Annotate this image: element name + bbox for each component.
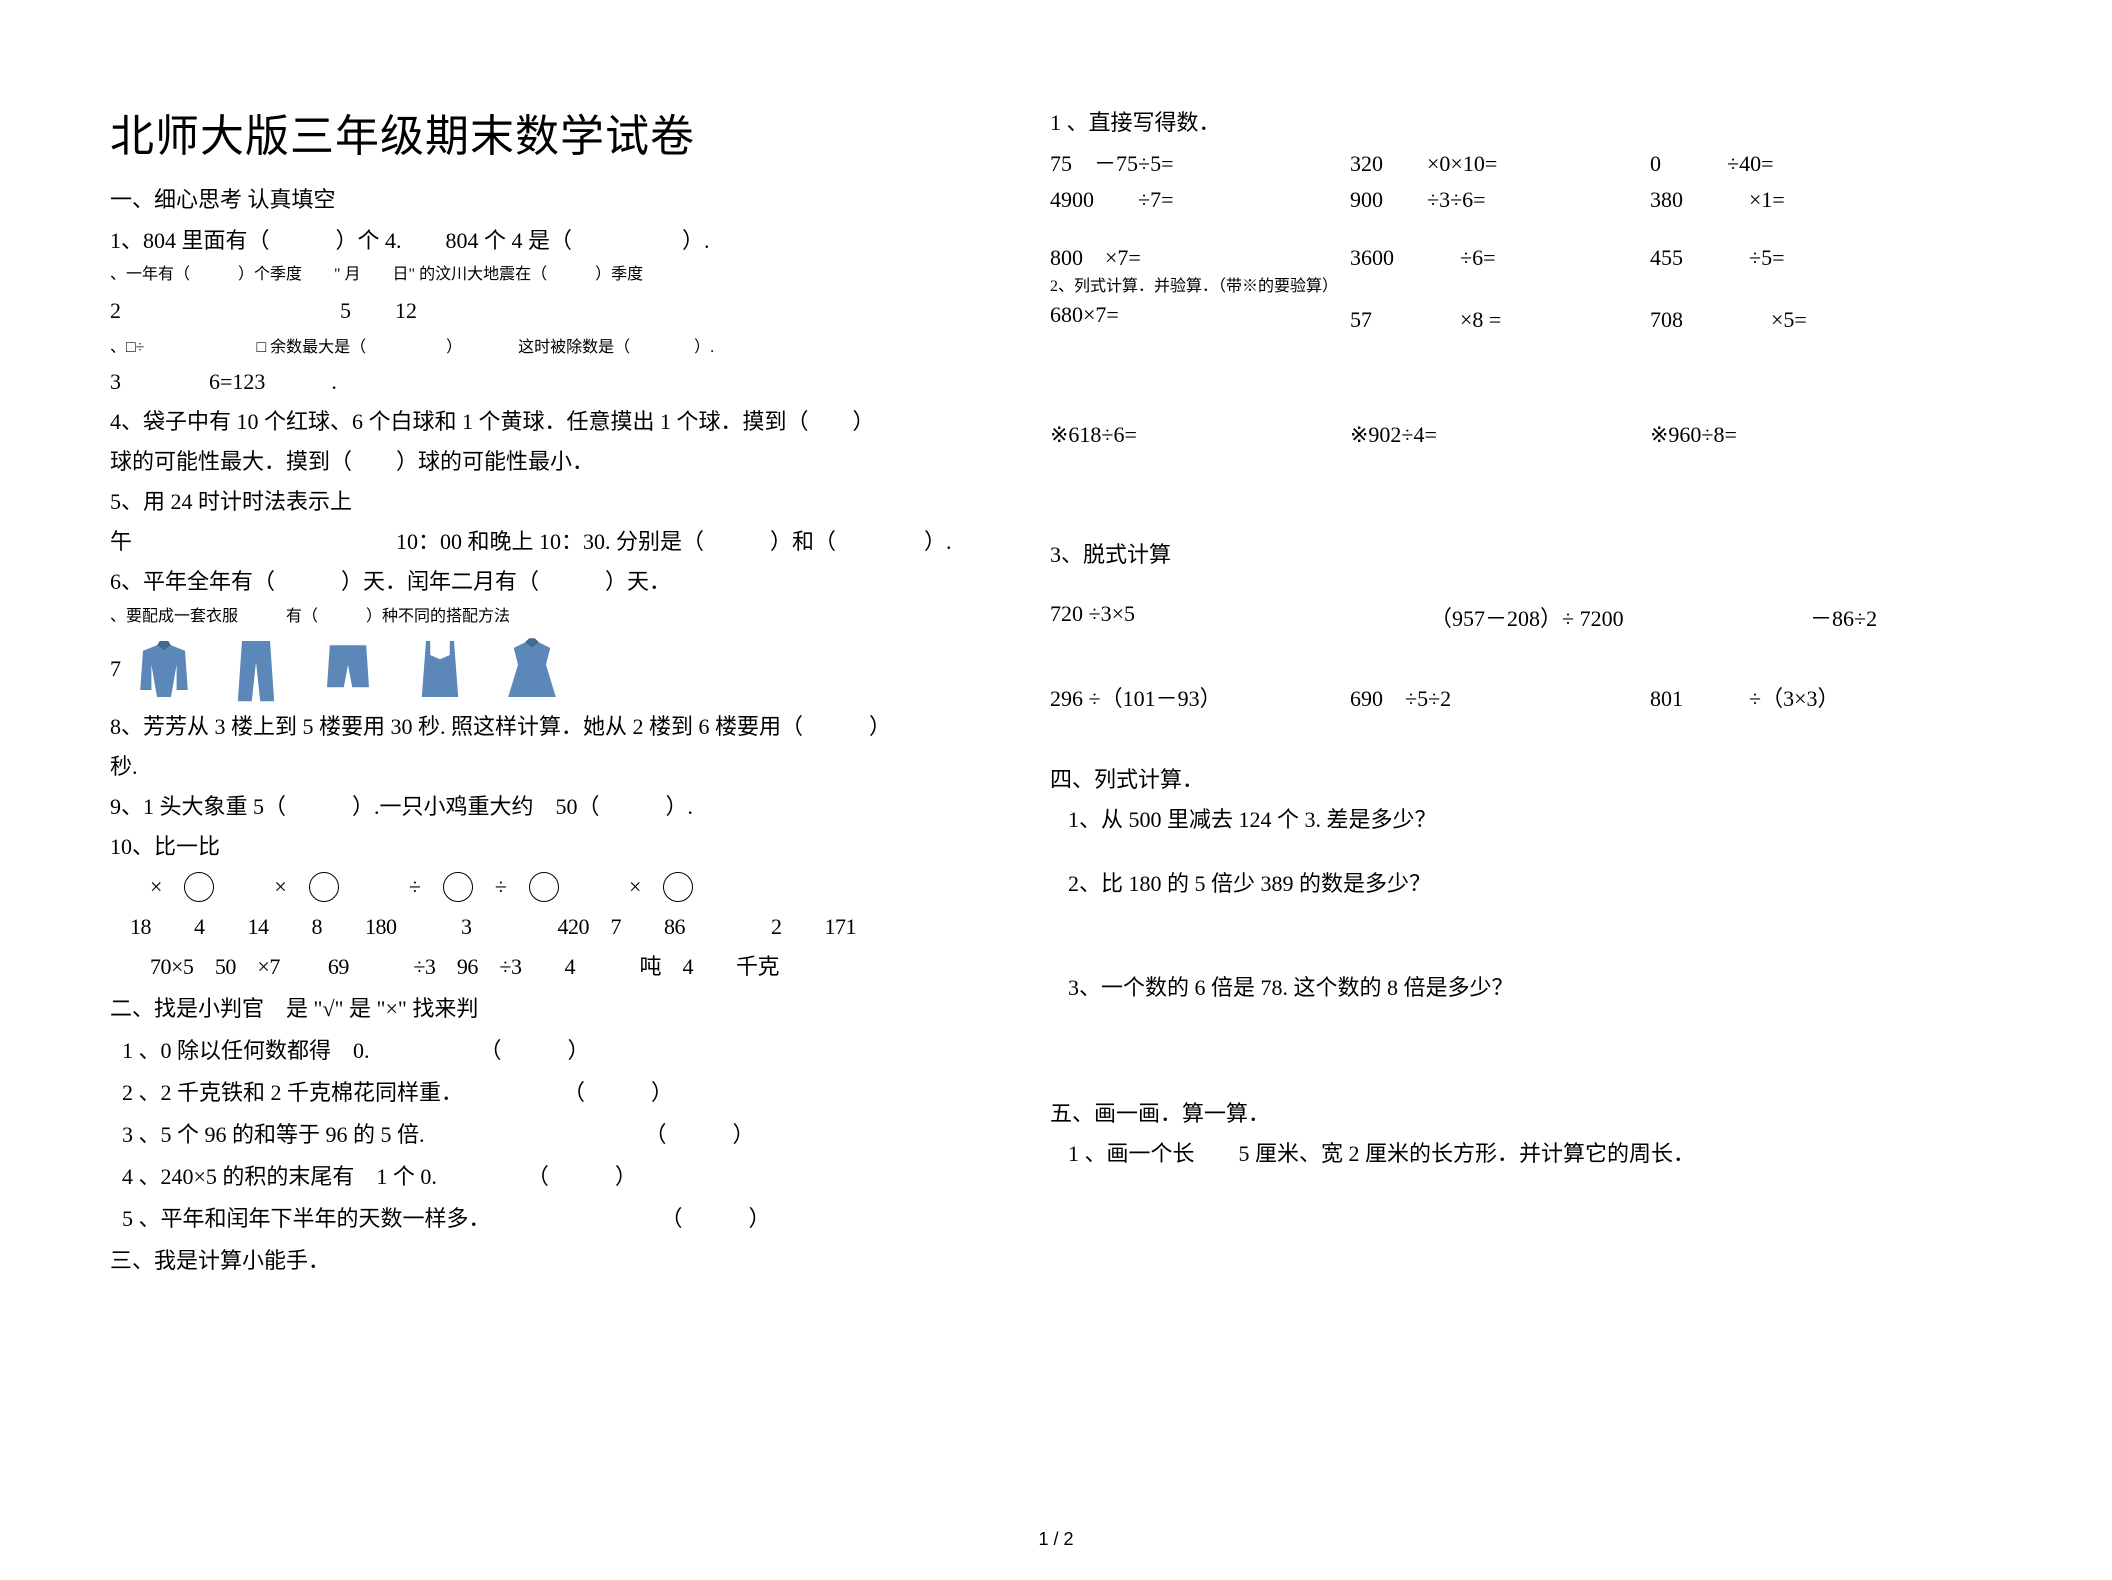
- calc-cell: 57 ×8 =: [1350, 302, 1650, 334]
- jacket-icon: [129, 634, 199, 704]
- q1: 1、804 里面有（ ）个 4. 804 个 4 是（ ）.: [110, 224, 1010, 258]
- compare-circle: [529, 872, 559, 902]
- judge-4: 4 、240×5 的积的末尾有 1 个 0.: [122, 1159, 437, 1191]
- section-2-head: 二、找是小判官 是 "√" 是 "×" 找来判: [110, 991, 1010, 1023]
- judge-2: 2 、2 千克铁和 2 千克棉花同样重．: [122, 1075, 463, 1107]
- verify-calc-grid: ※618÷6= ※902÷4= ※960÷8=: [1050, 422, 1950, 448]
- judge-paren: （ ）: [480, 1033, 590, 1065]
- calc-cell: ※902÷4=: [1350, 422, 1650, 448]
- compare-circle: [443, 872, 473, 902]
- step-calc-grid-2: 296 ÷（101－93） 690 ÷5÷2 801 ÷（3×3）: [1050, 681, 1950, 713]
- op-d2: ÷: [495, 870, 507, 904]
- vertical-calc-grid: 680×7= 57 ×8 = 708 ×5=: [1050, 302, 1950, 334]
- calc-cell: 4900 ÷7=: [1050, 182, 1350, 214]
- s4-q1: 1、从 500 里减去 124 个 3. 差是多少？: [1068, 803, 1950, 837]
- shorts-icon: [313, 634, 383, 704]
- q3: 3 6=123 .: [110, 365, 1010, 399]
- compare-circle: [184, 872, 214, 902]
- tank-top-icon: [405, 634, 475, 704]
- r-head-1: 1 、直接写得数．: [1050, 106, 1950, 140]
- calc-cell: 680×7=: [1050, 302, 1350, 334]
- op-x2: ×: [274, 870, 286, 904]
- q2-sub: 、□÷ □ 余数最大是（ ） 这时被除数是（ ）.: [110, 337, 1010, 359]
- section-3-head: 三、我是计算小能手．: [110, 1243, 1010, 1275]
- q7-num: 7: [110, 652, 121, 686]
- q4b: 球的可能性最大．摸到（ ）球的可能性最小．: [110, 445, 1010, 479]
- s5-q1: 1 、画一个长 5 厘米、宽 2 厘米的长方形．并计算它的周长．: [1068, 1137, 1950, 1171]
- pants-icon: [221, 634, 291, 704]
- calc-cell: 900 ÷3÷6=: [1350, 182, 1650, 214]
- calc-cell: 801 ÷（3×3）: [1650, 681, 1950, 713]
- direct-calc-grid: 75 －75÷5= 320 ×0×10= 0 ÷40= 4900 ÷7= 900…: [1050, 146, 1950, 272]
- q10-row3: 70×5 50 ×7 69 ÷3 96 ÷3 4 吨 4 千克: [150, 950, 1010, 984]
- op-x3: ×: [629, 870, 641, 904]
- s4-q2: 2、比 180 的 5 倍少 389 的数是多少？: [1068, 867, 1950, 901]
- calc-cell: 3600 ÷6=: [1350, 240, 1650, 272]
- calc-cell: 690 ÷5÷2: [1350, 681, 1650, 713]
- q5b: 午 10：00 和晚上 10：30. 分别是（ ）和（ ）.: [110, 525, 1010, 559]
- section-1-head: 一、细心思考 认真填空: [110, 182, 1010, 214]
- calc-cell: ※960÷8=: [1650, 422, 1950, 448]
- calc-cell: 720 ÷3×5: [1050, 601, 1430, 633]
- compare-circle: [309, 872, 339, 902]
- calc-cell: （957－208）÷ 7200: [1430, 601, 1810, 633]
- q5: 5、用 24 时计时法表示上: [110, 485, 1010, 519]
- calc-cell: 708 ×5=: [1650, 302, 1950, 334]
- op-x1: ×: [150, 870, 162, 904]
- calc-cell: 455 ÷5=: [1650, 240, 1950, 272]
- dress-icon: [497, 634, 567, 704]
- r-head-2: 2、列式计算．并验算．（带※的要验算）: [1050, 276, 1950, 298]
- q4: 4、袋子中有 10 个红球、6 个白球和 1 个黄球．任意摸出 1 个球．摸到（…: [110, 405, 1010, 439]
- q10: 10、比一比: [110, 830, 1010, 864]
- r-head-3: 3、脱式计算: [1050, 538, 1950, 572]
- judge-paren: （ ）: [661, 1201, 771, 1233]
- calc-cell: 75 －75÷5=: [1050, 146, 1350, 178]
- calc-cell: ※618÷6=: [1050, 422, 1350, 448]
- q2-num: 2: [110, 294, 140, 328]
- calc-cell: 296 ÷（101－93）: [1050, 681, 1350, 713]
- calc-cell: 0 ÷40=: [1650, 146, 1950, 178]
- judge-paren: （ ）: [527, 1159, 637, 1191]
- page-number: 1 / 2: [0, 1529, 2112, 1550]
- judge-5: 5 、平年和闰年下半年的天数一样多．: [122, 1201, 491, 1233]
- step-calc-grid-1: 720 ÷3×5 （957－208）÷ 7200 －86÷2: [1050, 601, 1950, 633]
- q6b: 、要配成一套衣服 有（ ）种不同的搭配方法: [110, 606, 1010, 628]
- judge-paren: （ ）: [645, 1117, 755, 1149]
- calc-cell: －86÷2: [1810, 601, 1950, 633]
- section-5-head: 五、画一画．算一算．: [1050, 1097, 1950, 1131]
- judge-3: 3 、5 个 96 的和等于 96 的 5 倍.: [122, 1117, 425, 1149]
- judge-1: 1 、0 除以任何数都得 0.: [122, 1033, 370, 1065]
- q1-sub: 、一年有（ ）个季度 " 月 日" 的汶川大地震在（ ）季度: [110, 264, 1010, 286]
- s4-q3: 3、一个数的 6 倍是 78. 这个数的 8 倍是多少？: [1068, 971, 1950, 1005]
- compare-circle: [663, 872, 693, 902]
- op-d1: ÷: [409, 870, 421, 904]
- q8b: 秒.: [110, 750, 1010, 784]
- q10-row2: 18 4 14 8 180 3 420 7 86 2 171: [130, 910, 1010, 944]
- calc-cell: 320 ×0×10=: [1350, 146, 1650, 178]
- q8: 8、芳芳从 3 楼上到 5 楼要用 30 秒. 照这样计算．她从 2 楼到 6 …: [110, 710, 1010, 744]
- q6: 6、平年全年有（ ）天．闰年二月有（ ）天．: [110, 565, 1010, 599]
- q2-mid: 5 12: [340, 294, 417, 328]
- section-4-head: 四、列式计算．: [1050, 763, 1950, 797]
- calc-cell: 380 ×1=: [1650, 182, 1950, 214]
- clothing-images: [129, 634, 567, 704]
- calc-cell: 800 ×7=: [1050, 240, 1350, 272]
- judge-paren: （ ）: [563, 1075, 673, 1107]
- q9: 9、1 头大象重 5（ ）.一只小鸡重大约 50（ ）.: [110, 790, 1010, 824]
- exam-title: 北师大版三年级期末数学试卷: [110, 100, 1010, 164]
